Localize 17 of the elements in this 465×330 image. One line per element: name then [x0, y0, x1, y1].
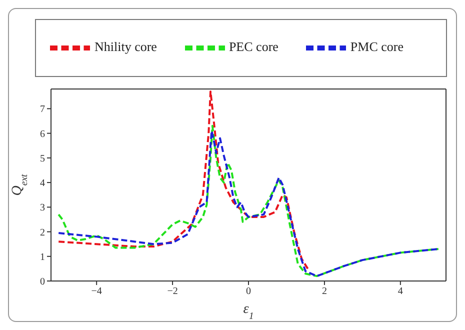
y-tick-label: 3: [40, 202, 45, 214]
legend-label: Nhility core: [94, 38, 157, 54]
x-tick-label: −2: [167, 286, 178, 298]
y-tick-label: 0: [40, 276, 45, 288]
y-tick-label: 7: [40, 104, 45, 116]
legend-label: PMC core: [350, 38, 404, 54]
y-tick-label: 2: [40, 227, 45, 238]
x-tick-label: 0: [246, 286, 251, 298]
y-tick-label: 6: [40, 128, 45, 140]
y-tick-label: 4: [40, 178, 45, 190]
y-tick-label: 1: [40, 252, 45, 263]
y-tick-label: 5: [40, 153, 45, 164]
legend-label: PEC core: [228, 38, 278, 54]
x-tick-label: 4: [398, 286, 403, 298]
x-axis-title: ε$_{1}$: [243, 302, 254, 322]
x-tick-label: 2: [322, 286, 327, 298]
x-tick-label: −4: [91, 286, 102, 298]
